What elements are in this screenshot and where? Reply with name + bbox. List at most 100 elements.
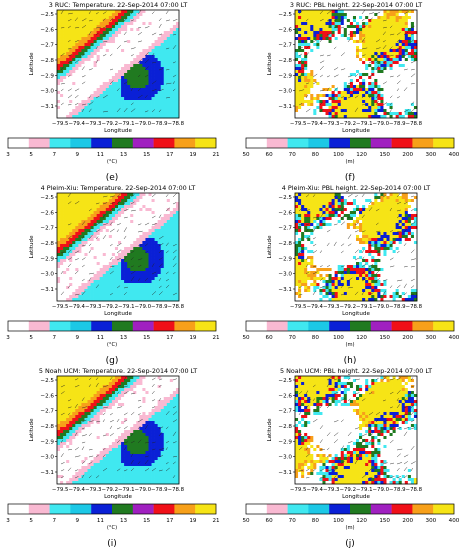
heatmap-cell bbox=[75, 85, 79, 89]
heatmap-cell bbox=[295, 97, 299, 101]
heatmap-cell bbox=[383, 205, 387, 209]
heatmap-cell bbox=[371, 94, 375, 98]
heatmap-cell bbox=[356, 58, 360, 62]
heatmap-cell bbox=[160, 76, 165, 80]
y-tick-label: −2.6 bbox=[40, 210, 54, 216]
heatmap-cell bbox=[81, 112, 85, 116]
heatmap-cell bbox=[298, 55, 302, 59]
heatmap-cell bbox=[404, 19, 409, 23]
heatmap-cell bbox=[57, 211, 61, 215]
heatmap-cell bbox=[301, 106, 305, 110]
wind-arrow bbox=[319, 19, 324, 22]
heatmap-cell bbox=[154, 109, 158, 113]
heatmap-cell bbox=[343, 94, 348, 98]
heatmap-cell bbox=[84, 241, 88, 245]
heatmap-cell bbox=[172, 49, 177, 53]
heatmap-cell bbox=[99, 247, 104, 251]
heatmap-cell bbox=[340, 202, 345, 206]
heatmap-cell bbox=[356, 10, 360, 14]
heatmap-cell bbox=[78, 61, 82, 65]
heatmap-cell bbox=[60, 61, 64, 65]
heatmap-cell bbox=[401, 16, 406, 20]
heatmap-cell bbox=[78, 91, 82, 95]
heatmap-cell bbox=[166, 49, 171, 53]
heatmap-cell bbox=[130, 64, 134, 68]
wind-arrow bbox=[410, 108, 415, 113]
heatmap-cell bbox=[325, 13, 329, 17]
heatmap-cell bbox=[130, 40, 134, 44]
heatmap-cell bbox=[157, 229, 162, 233]
heatmap-cell bbox=[118, 103, 122, 107]
heatmap-cell bbox=[124, 241, 128, 245]
heatmap-cell bbox=[352, 73, 357, 77]
heatmap-cell bbox=[295, 100, 299, 104]
heatmap-cell bbox=[352, 100, 357, 104]
heatmap-cell bbox=[105, 271, 110, 275]
heatmap-cell bbox=[163, 79, 168, 83]
wind-arrow bbox=[333, 67, 339, 71]
heatmap-cell bbox=[121, 25, 125, 29]
heatmap-cell bbox=[328, 37, 332, 41]
heatmap-cell bbox=[124, 40, 128, 44]
heatmap-cell bbox=[395, 43, 400, 47]
heatmap-cell bbox=[298, 199, 302, 203]
colorbar-tick-label: 3 bbox=[6, 152, 10, 158]
heatmap-cell bbox=[352, 106, 357, 110]
heatmap-cell bbox=[148, 211, 152, 215]
heatmap-cell bbox=[57, 193, 61, 197]
heatmap-cell bbox=[127, 220, 131, 224]
heatmap-cell bbox=[154, 100, 158, 104]
heatmap-cell bbox=[374, 64, 378, 68]
heatmap-cell bbox=[404, 49, 409, 53]
heatmap-cell bbox=[87, 247, 91, 251]
heatmap-cell bbox=[102, 244, 107, 248]
heatmap-cell bbox=[310, 205, 314, 209]
heatmap-cell bbox=[66, 250, 70, 254]
heatmap-cell bbox=[118, 277, 122, 281]
heatmap-cell bbox=[325, 31, 329, 35]
heatmap-cell bbox=[410, 22, 415, 26]
heatmap-cell bbox=[93, 238, 97, 242]
heatmap-cell bbox=[66, 295, 70, 299]
wind-arrow bbox=[67, 60, 72, 64]
heatmap-cell bbox=[157, 268, 162, 272]
heatmap-cell bbox=[340, 76, 345, 80]
heatmap-cell bbox=[148, 238, 152, 242]
heatmap-cell bbox=[374, 205, 378, 209]
heatmap-cell bbox=[90, 298, 94, 302]
heatmap-cell bbox=[368, 67, 372, 71]
heatmap-cell bbox=[407, 16, 412, 20]
colorbar-tick-label: 17 bbox=[166, 152, 174, 158]
heatmap-cell bbox=[111, 88, 116, 92]
heatmap-cell bbox=[172, 43, 177, 47]
heatmap-cell bbox=[362, 100, 366, 104]
heatmap-cell bbox=[57, 25, 61, 29]
wind-arrow bbox=[74, 250, 80, 254]
heatmap-cell bbox=[151, 274, 155, 278]
heatmap-cell bbox=[111, 244, 116, 248]
heatmap-cell bbox=[118, 46, 122, 50]
heatmap-cell bbox=[118, 40, 122, 44]
heatmap-cell bbox=[359, 88, 363, 92]
heatmap-cell bbox=[166, 247, 171, 251]
wind-arrow bbox=[172, 45, 177, 50]
wind-arrow bbox=[298, 74, 302, 78]
heatmap-cell bbox=[380, 91, 384, 95]
heatmap-cell bbox=[401, 58, 406, 62]
panel-letter: (g) bbox=[106, 356, 119, 366]
heatmap-cell bbox=[99, 94, 104, 98]
heatmap-cell bbox=[313, 115, 317, 119]
heatmap-cell bbox=[331, 16, 335, 20]
heatmap-cell bbox=[84, 109, 88, 113]
heatmap-cell bbox=[359, 115, 363, 119]
heatmap-cell bbox=[304, 73, 308, 77]
heatmap-cell bbox=[78, 199, 82, 203]
heatmap-cell bbox=[87, 202, 91, 206]
heatmap-cell bbox=[151, 196, 155, 200]
heatmap-cell bbox=[346, 94, 351, 98]
heatmap-cell bbox=[359, 196, 363, 200]
heatmap-cell bbox=[154, 64, 158, 68]
heatmap-cell bbox=[392, 76, 396, 80]
heatmap-cell bbox=[368, 94, 372, 98]
heatmap-cell bbox=[169, 55, 174, 59]
